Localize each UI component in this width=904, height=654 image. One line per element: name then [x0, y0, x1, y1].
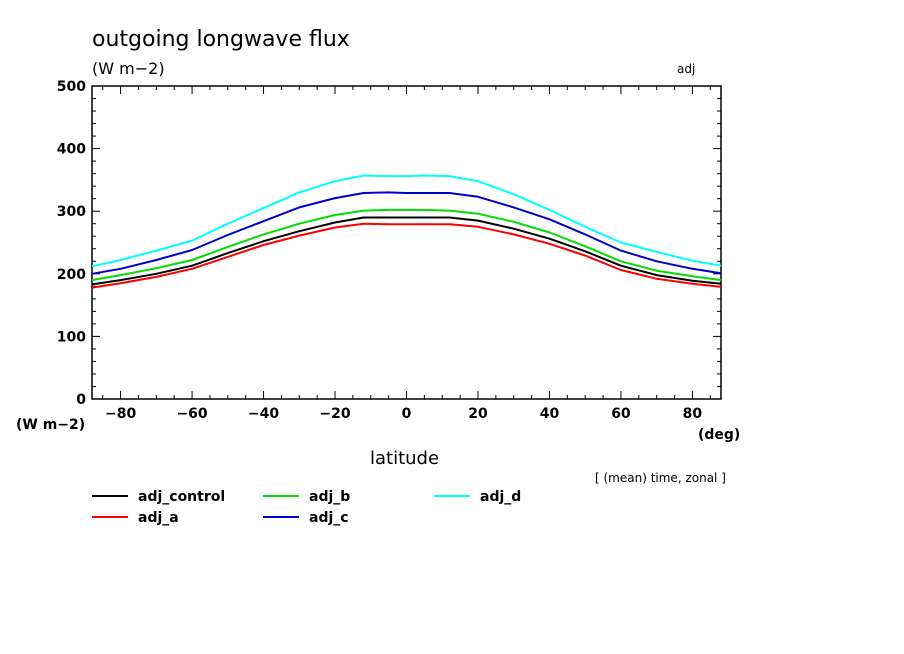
y-tick-label: 500: [57, 79, 86, 95]
legend-label: adj_c: [309, 510, 349, 526]
series-line-adj-c: [91, 191, 722, 275]
x-tick-label: −20: [319, 406, 350, 422]
legend: adj_control adj_a adj_b adj_c adj_d: [92, 489, 521, 526]
legend-label: adj_control: [138, 489, 225, 505]
x-tick-label: 40: [540, 406, 560, 422]
legend-label: adj_b: [309, 489, 350, 505]
x-tick-label: 0: [402, 406, 412, 422]
series-line-adj-a: [91, 222, 722, 289]
x-tick-label: −40: [248, 406, 279, 422]
x-tick-label: 60: [611, 406, 631, 422]
y-tick-labels: 0 100 200 300 400 500: [57, 79, 86, 408]
series-line-adj-b: [91, 208, 722, 282]
chart-tag: adj: [677, 62, 695, 76]
x-tick-label: 20: [468, 406, 488, 422]
series-line-adj-control: [91, 216, 722, 286]
y-tick-label: 300: [57, 204, 86, 220]
y-axis-units: (W m−2): [16, 417, 85, 433]
chart-title: outgoing longwave flux: [92, 27, 350, 52]
series-line-adj-d: [91, 174, 722, 268]
x-tick-label: 80: [683, 406, 703, 422]
x-tick-label: −60: [176, 406, 207, 422]
chart-note: [ (mean) time, zonal ]: [595, 471, 726, 485]
legend-label: adj_a: [138, 510, 179, 526]
y-tick-label: 100: [57, 329, 86, 345]
x-axis-units: (deg): [698, 427, 740, 443]
x-axis-label: latitude: [370, 448, 439, 469]
chart-subtitle: (W m−2): [92, 59, 165, 78]
series-lines: [91, 174, 722, 289]
x-tick-label: −80: [105, 406, 136, 422]
y-tick-label: 0: [76, 392, 86, 408]
y-tick-label: 200: [57, 267, 86, 283]
y-tick-label: 400: [57, 142, 86, 158]
x-tick-labels: −80 −60 −40 −20 0 20 40 60 80: [105, 406, 702, 422]
legend-label: adj_d: [480, 489, 521, 505]
plot-axes: [91, 85, 722, 400]
